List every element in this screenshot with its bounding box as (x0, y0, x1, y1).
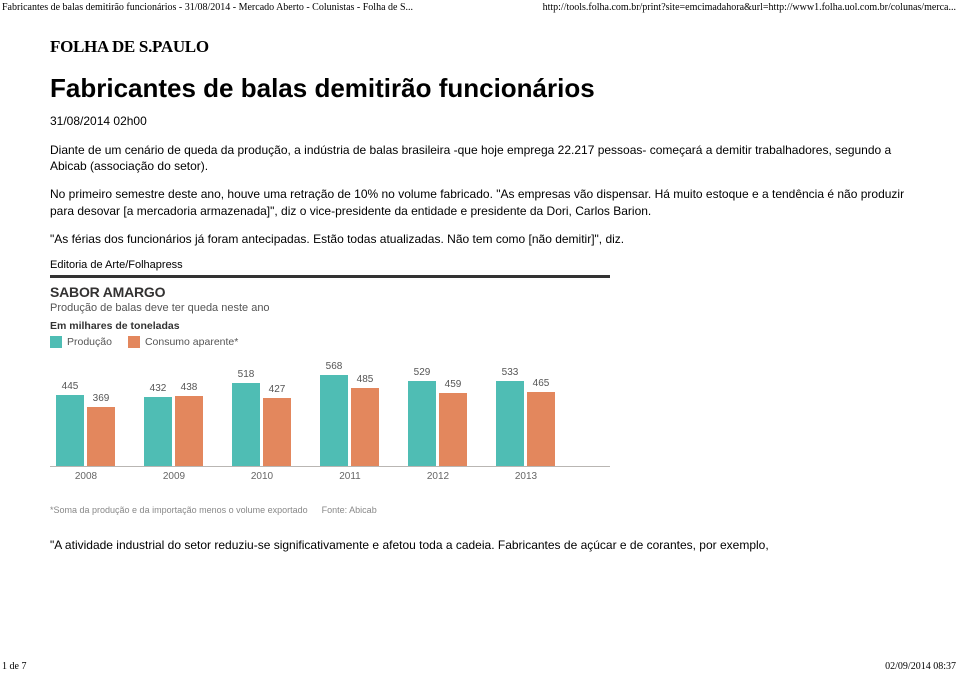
article-paragraph: "A atividade industrial do setor reduziu… (50, 537, 910, 553)
chart-unit-label: Em milhares de toneladas (50, 320, 610, 332)
category-label: 2010 (232, 471, 292, 482)
page-counter: 1 de 7 (2, 661, 26, 672)
bar: 427 (263, 398, 291, 466)
bar: 438 (175, 396, 203, 466)
bar-value-label: 459 (439, 379, 467, 390)
legend-swatch (50, 336, 62, 348)
chart-credit: Editoria de Arte/Folhapress (50, 259, 910, 271)
bar-group: 518427 (232, 383, 308, 466)
page-footer: 1 de 7 02/09/2014 08:37 (2, 661, 956, 672)
bar-value-label: 445 (56, 381, 84, 392)
chart-footnote: *Soma da produção e da importação menos … (50, 505, 308, 515)
legend-label: Produção (67, 336, 112, 348)
chart-divider (50, 275, 610, 278)
chart-footer: *Soma da produção e da importação menos … (50, 497, 610, 515)
article-headline: Fabricantes de balas demitirão funcionár… (50, 73, 910, 104)
article-paragraph: No primeiro semestre deste ano, houve um… (50, 186, 910, 218)
legend-item: Produção (50, 336, 112, 348)
chart-container: SABOR AMARGO Produção de balas deve ter … (50, 275, 610, 515)
bar-group: 568485 (320, 375, 396, 466)
category-label: 2009 (144, 471, 204, 482)
article-paragraph: Diante de um cenário de queda da produçã… (50, 142, 910, 174)
site-logo: FOLHA DE S.PAULO (50, 37, 910, 57)
bar: 369 (87, 407, 115, 466)
chart-subtitle: Produção de balas deve ter queda neste a… (50, 302, 610, 314)
bar-value-label: 369 (87, 393, 115, 404)
bar-value-label: 533 (496, 367, 524, 378)
bar: 533 (496, 381, 524, 466)
bar-group: 445369 (56, 395, 132, 466)
legend-swatch (128, 336, 140, 348)
bar-value-label: 432 (144, 383, 172, 394)
category-label: 2011 (320, 471, 380, 482)
article-paragraph: "As férias dos funcionários já foram ant… (50, 231, 910, 247)
chart-category-labels: 2008 2009 2010 2011 2012 2013 (50, 471, 610, 491)
page-timestamp: 02/09/2014 08:37 (885, 661, 956, 672)
bar-value-label: 465 (527, 378, 555, 389)
bar: 432 (144, 397, 172, 466)
bar-group: 432438 (144, 396, 220, 466)
bar: 445 (56, 395, 84, 466)
category-label: 2008 (56, 471, 116, 482)
bar: 485 (351, 388, 379, 466)
article-body: Diante de um cenário de queda da produçã… (50, 142, 910, 247)
bar: 518 (232, 383, 260, 466)
chart-legend: Produção Consumo aparente* (50, 336, 610, 348)
page-url: http://tools.folha.com.br/print?site=emc… (543, 2, 956, 13)
legend-item: Consumo aparente* (128, 336, 238, 348)
bar: 459 (439, 393, 467, 466)
bar-group: 533465 (496, 381, 572, 466)
legend-label: Consumo aparente* (145, 336, 238, 348)
bar-value-label: 438 (175, 382, 203, 393)
bar-value-label: 529 (408, 367, 436, 378)
chart-title: SABOR AMARGO (50, 284, 610, 300)
category-label: 2012 (408, 471, 468, 482)
article-content: FOLHA DE S.PAULO Fabricantes de balas de… (0, 17, 960, 553)
article-body-continued: "A atividade industrial do setor reduziu… (50, 537, 910, 553)
browser-header: Fabricantes de balas demitirão funcionár… (0, 0, 960, 17)
bar: 568 (320, 375, 348, 466)
bar-group: 529459 (408, 381, 484, 466)
category-label: 2013 (496, 471, 556, 482)
chart-x-axis (50, 466, 610, 467)
article-dateline: 31/08/2014 02h00 (50, 114, 910, 128)
chart-plot-area: 445369432438518427568485529459533465 (50, 356, 610, 466)
bar: 529 (408, 381, 436, 466)
page-title-path: Fabricantes de balas demitirão funcionár… (2, 2, 413, 13)
bar-value-label: 518 (232, 369, 260, 380)
bar: 465 (527, 392, 555, 466)
bar-value-label: 485 (351, 374, 379, 385)
chart-source: Fonte: Abicab (322, 505, 377, 515)
bar-value-label: 568 (320, 361, 348, 372)
bar-value-label: 427 (263, 384, 291, 395)
